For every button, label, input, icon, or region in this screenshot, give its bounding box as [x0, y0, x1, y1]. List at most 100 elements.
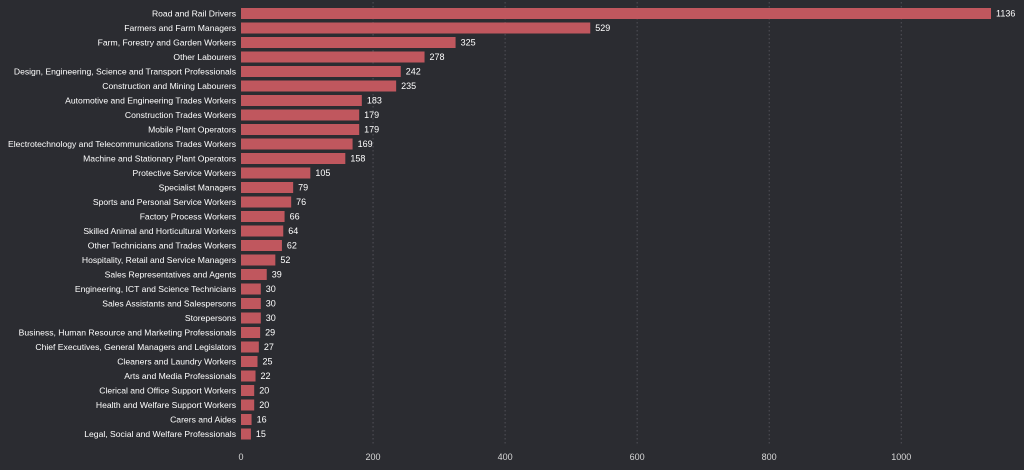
category-label: Skilled Animal and Horticultural Workers: [83, 226, 236, 236]
value-label: 169: [358, 139, 373, 149]
category-label: Other Technicians and Trades Workers: [88, 241, 236, 251]
category-label: Cleaners and Laundry Workers: [117, 357, 236, 367]
value-label: 105: [315, 168, 330, 178]
bar: [241, 182, 294, 193]
category-label: Farmers and Farm Managers: [124, 23, 236, 33]
category-label: Arts and Media Professionals: [124, 371, 236, 381]
value-label: 325: [461, 38, 476, 48]
bar: [241, 254, 276, 266]
value-label: 30: [266, 313, 276, 323]
bar: [241, 196, 292, 208]
value-label: 179: [364, 125, 379, 135]
value-label: 1136: [996, 9, 1015, 19]
bar: [241, 240, 282, 251]
x-tick-label: 600: [630, 452, 645, 462]
bar: [241, 327, 261, 338]
category-label: Health and Welfare Support Workers: [96, 400, 236, 410]
bar: [241, 109, 360, 121]
bar: [241, 298, 261, 309]
x-tick-label: 200: [366, 452, 381, 462]
value-label: 183: [367, 96, 382, 106]
bar: [241, 51, 425, 63]
value-label: 64: [288, 226, 298, 236]
bar: [241, 95, 362, 106]
category-label: Carers and Aides: [170, 415, 236, 425]
category-label: Automotive and Engineering Trades Worker…: [65, 96, 236, 106]
category-label: Specialist Managers: [159, 183, 236, 193]
bar: [241, 22, 591, 34]
value-label: 16: [257, 415, 267, 425]
bar: [241, 356, 258, 367]
value-label: 22: [261, 371, 271, 381]
x-tick-label: 0: [238, 452, 243, 462]
bar: [241, 341, 259, 353]
value-label: 62: [287, 241, 297, 251]
bar: [241, 414, 252, 425]
bar: [241, 167, 311, 179]
category-label: Construction and Mining Labourers: [102, 81, 236, 91]
value-label: 29: [265, 328, 275, 338]
bar: [241, 399, 255, 411]
bar: [241, 153, 346, 164]
category-label: Hospitality, Retail and Service Managers: [82, 255, 236, 265]
category-label: Storepersons: [185, 313, 236, 323]
value-label: 39: [272, 270, 282, 280]
category-label: Engineering, ICT and Science Technicians: [75, 284, 236, 294]
bar: [241, 80, 397, 92]
value-label: 30: [266, 299, 276, 309]
bar: [241, 124, 360, 135]
value-label: 158: [350, 154, 365, 164]
category-label: Sports and Personal Service Workers: [93, 197, 236, 207]
bar: [241, 370, 256, 382]
category-label: Other Labourers: [173, 52, 236, 62]
bar: [241, 138, 353, 150]
value-label: 278: [430, 52, 445, 62]
x-tick-label: 800: [762, 452, 777, 462]
value-label: 79: [298, 183, 308, 193]
category-label: Business, Human Resource and Marketing P…: [19, 328, 236, 338]
category-label: Chief Executives, General Managers and L…: [35, 342, 236, 352]
bar: [241, 385, 255, 396]
category-label: Design, Engineering, Science and Transpo…: [14, 67, 236, 77]
value-label: 52: [280, 255, 290, 265]
value-label: 30: [266, 284, 276, 294]
category-label: Protective Service Workers: [133, 168, 236, 178]
value-labels: 1136 529 325 278 242 235 183 179 179 169 158 105 79 7…: [256, 9, 1015, 440]
bar: [241, 283, 261, 295]
gridlines: [372, 2, 902, 446]
bar: [241, 269, 267, 280]
bar: [241, 8, 991, 19]
value-label: 25: [263, 357, 273, 367]
bar: [241, 225, 284, 237]
category-label: Electrotechnology and Telecommunications…: [8, 139, 236, 149]
value-label: 20: [259, 400, 269, 410]
category-label: Legal, Social and Welfare Professionals: [84, 429, 236, 439]
category-label: Factory Process Workers: [140, 212, 236, 222]
bar: [241, 211, 285, 222]
value-label: 242: [406, 67, 421, 77]
value-label: 235: [401, 81, 416, 91]
x-tick-label: 1000: [891, 452, 911, 462]
value-label: 27: [264, 342, 274, 352]
value-label: 20: [259, 386, 269, 396]
value-label: 179: [364, 110, 379, 120]
category-label: Road and Rail Drivers: [152, 9, 236, 19]
bar: [241, 66, 401, 77]
x-tick-label: 400: [498, 452, 513, 462]
category-label: Clerical and Office Support Workers: [99, 386, 236, 396]
value-label: 66: [290, 212, 300, 222]
category-label: Sales Representatives and Agents: [105, 270, 236, 280]
bars: [241, 8, 991, 440]
bar: [241, 37, 456, 48]
category-label: Construction Trades Workers: [125, 110, 236, 120]
category-label: Mobile Plant Operators: [148, 125, 236, 135]
bar: [241, 428, 251, 440]
value-label: 76: [296, 197, 306, 207]
category-labels: Road and Rail Drivers Farmers and Farm Ma…: [8, 9, 236, 440]
category-label: Sales Assistants and Salespersons: [102, 299, 236, 309]
category-label: Machine and Stationary Plant Operators: [83, 154, 236, 164]
bar: [241, 312, 261, 324]
value-label: 15: [256, 429, 266, 439]
